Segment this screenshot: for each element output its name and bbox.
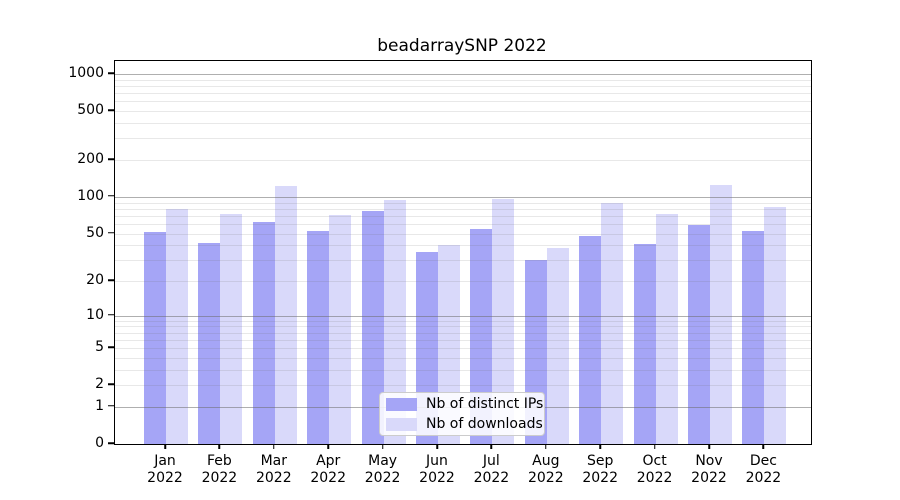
bars-layer [115,61,811,444]
y-tick-mark [108,313,114,316]
bar-downloads [492,199,515,444]
x-tick-mark [762,444,765,449]
y-tick-label: 200 [77,151,104,167]
y-tick-mark [108,279,114,281]
bar-downloads [383,199,406,444]
y-tick-mark [108,442,114,444]
legend-swatch-distinct-ips [386,397,417,411]
y-tick-label: 50 [86,224,104,241]
x-tick-mark [273,444,275,449]
x-tick-mark [599,444,601,449]
bar-downloads [710,185,732,444]
bar-downloads [274,185,297,444]
y-tick-label: 1 [95,397,104,414]
bar-downloads [655,213,678,444]
x-tick-mark [164,444,166,449]
x-tick-label: Mar 2022 [255,453,292,486]
bar-distinct-ips [742,231,765,444]
y-tick-mark [108,383,114,385]
y-tick-label: 500 [77,102,104,119]
y-tick-label: 0 [95,435,104,451]
x-tick-mark [545,444,547,449]
y-axis: 0 1 2 5 10 20 50 100 200 500 1000 [0,60,114,451]
y-tick-mark [108,72,114,74]
x-tick-label: Nov 2022 [691,453,727,486]
y-tick-mark [108,405,114,407]
legend-entry-distinct-ips: Nb of distinct IPs [386,396,543,412]
x-tick-label: Dec 2022 [745,453,782,486]
bar-downloads [220,214,243,444]
y-tick-label: 2 [95,376,104,393]
x-tick-label: Sep 2022 [582,453,619,486]
bar-distinct-ips [198,242,221,444]
x-axis: Jan 2022 Feb 2022 Mar 2022 Apr 2022 May 2022 Jun 20… [114,444,810,494]
x-tick-label: Aug 2022 [527,453,564,486]
legend-label-distinct-ips: Nb of distinct IPs [426,396,544,412]
x-tick-mark [381,444,384,449]
x-tick-mark [653,444,656,449]
legend-swatch-downloads [386,417,417,431]
bar-downloads [546,247,569,444]
y-tick-mark [108,231,114,234]
bar-downloads [601,202,624,444]
bar-distinct-ips [470,229,493,444]
legend-label-downloads: Nb of downloads [426,416,543,432]
x-tick-mark [218,444,221,449]
bar-distinct-ips [144,232,166,444]
x-tick-mark [436,444,438,449]
bar-downloads [166,208,188,444]
bar-distinct-ips [688,224,710,444]
x-tick-label: Apr 2022 [310,453,347,486]
bar-distinct-ips [307,231,330,444]
x-tick-label: Jan 2022 [147,453,183,486]
y-tick-label: 10 [86,306,104,323]
x-tick-mark [708,444,710,449]
y-tick-label: 20 [86,272,104,288]
chart-title: beadarraySNP 2022 [377,36,547,56]
legend-entry-downloads: Nb of downloads [386,416,543,432]
x-tick-label: May 2022 [364,453,401,486]
bar-distinct-ips [633,243,656,444]
bar-downloads [329,215,352,444]
x-tick-label: Oct 2022 [636,453,673,486]
x-tick-mark [490,444,493,449]
legend: Nb of distinct IPs Nb of downloads [379,392,545,436]
x-tick-label: Feb 2022 [201,453,238,486]
x-tick-label: Jul 2022 [473,453,510,486]
x-tick-mark [327,444,329,449]
plot-area [114,60,812,445]
y-tick-mark [108,158,114,160]
y-tick-label: 1000 [68,65,104,81]
bar-downloads [764,206,787,444]
bar-distinct-ips [252,222,275,444]
x-tick-label: Jun 2022 [419,453,455,486]
y-tick-mark [108,195,114,197]
bar-distinct-ips [579,235,602,444]
y-tick-mark [108,109,114,111]
y-tick-label: 100 [77,187,104,204]
bar-distinct-ips [361,211,384,444]
y-tick-mark [108,346,114,348]
y-tick-label: 5 [95,339,104,356]
